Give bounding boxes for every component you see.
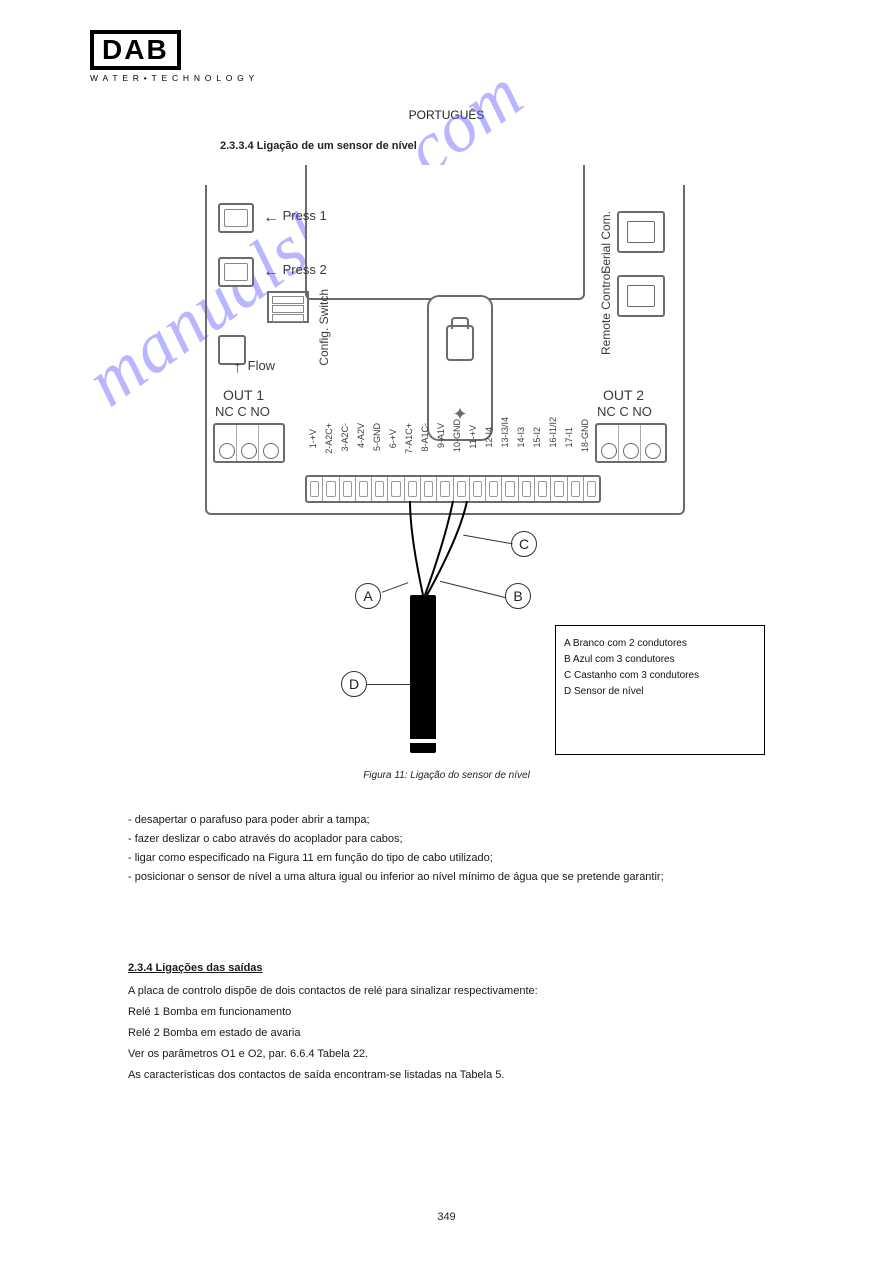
press1-connector (218, 203, 254, 233)
callout-c: C (511, 531, 537, 557)
terminal-label: 11-+V (468, 425, 478, 449)
terminal-label: 6-+V (388, 429, 398, 448)
procedure-list: - desapertar o parafuso para poder abrir… (128, 812, 768, 888)
terminal-label: 5-GND (372, 423, 382, 451)
press2-connector (218, 257, 254, 287)
procedure-step: - fazer deslizar o cabo através do acopl… (128, 831, 768, 848)
terminal-label: 8-A1C- (420, 423, 430, 452)
section-heading: 2.3.3.4 Ligação de um sensor de nível (220, 140, 417, 152)
subsection-heading: 2.3.4 Ligações das saídas (128, 960, 768, 977)
subsection-paragraph: A placa de controlo dispõe de dois conta… (128, 983, 768, 1000)
out1-label: OUT 1 (223, 387, 264, 403)
flow-label: → Flow (228, 357, 275, 375)
serial-com-label: Serial Com. (599, 211, 613, 274)
serial-com-port (617, 211, 665, 253)
out2-sublabel: NC C NO (597, 404, 652, 419)
out2-label: OUT 2 (603, 387, 644, 403)
legend-box: A Branco com 2 condutores B Azul com 3 c… (555, 625, 765, 755)
terminal-label: 7-A1C+ (404, 423, 414, 454)
brand-name: DAB (90, 30, 181, 70)
terminal-label: 1-+V (308, 429, 318, 448)
legend-row: D Sensor de nível (564, 684, 756, 700)
page-language: PORTUGUÊS (409, 108, 485, 122)
config-switch-label: Config. Switch (317, 289, 331, 366)
remote-control-label: Remote Control (599, 271, 613, 355)
terminal-label: 10-GND (452, 419, 462, 452)
procedure-step: - ligar como especificado na Figura 11 e… (128, 850, 768, 867)
callout-a: A (355, 583, 381, 609)
subsection-paragraph: As características dos contactos de saíd… (128, 1067, 768, 1084)
brand-tagline: WATER•TECHNOLOGY (90, 73, 235, 83)
out2-terminal-block (595, 423, 667, 463)
subsection-item: Relé 2 Bomba em estado de avaria (128, 1025, 768, 1042)
callout-d: D (341, 671, 367, 697)
terminal-label: 17-I1 (564, 427, 574, 448)
terminal-label: 16-I1/I2 (548, 417, 558, 448)
legend-row: C Castanho com 3 condutores (564, 668, 756, 684)
press2-label: ← Press 2 (263, 261, 327, 279)
brand-logo: DAB WATER•TECHNOLOGY (90, 30, 235, 83)
callout-b: B (505, 583, 531, 609)
terminal-label: 14-I3 (516, 427, 526, 448)
press1-label: ← Press 1 (263, 207, 327, 225)
terminal-label: 4-A2V (356, 423, 366, 448)
terminal-label: 9-A1V (436, 423, 446, 448)
procedure-step: - desapertar o parafuso para poder abrir… (128, 812, 768, 829)
leader-line (367, 684, 411, 685)
terminal-label: 12-I4 (484, 427, 494, 448)
config-switch-block (267, 291, 309, 323)
terminal-label: 2-A2C+ (324, 423, 334, 454)
out1-sublabel: NC C NO (215, 404, 270, 419)
wire-paths (305, 475, 601, 605)
level-sensor (410, 595, 436, 753)
figure-caption: Figura 11: Ligação do sensor de nível (363, 770, 530, 781)
procedure-step: - posicionar o sensor de nível a uma alt… (128, 869, 768, 886)
legend-row: A Branco com 2 condutores (564, 636, 756, 652)
subsection-item: Relé 1 Bomba em funcionamento (128, 1004, 768, 1021)
terminal-label: 15-I2 (532, 427, 542, 448)
terminal-label: 13-I3/I4 (500, 417, 510, 448)
subsection-paragraph: Ver os parâmetros O1 e O2, par. 6.6.4 Ta… (128, 1046, 768, 1063)
page-number: 349 (437, 1211, 455, 1223)
legend-row: B Azul com 3 condutores (564, 652, 756, 668)
terminal-label: 3-A2C- (340, 423, 350, 452)
subsection-block: 2.3.4 Ligações das saídas A placa de con… (128, 960, 768, 1088)
remote-control-port (617, 275, 665, 317)
battery-clip-icon (446, 325, 474, 361)
out1-terminal-block (213, 423, 285, 463)
board-cutout (305, 165, 585, 300)
terminal-label: 18-GND (580, 419, 590, 452)
